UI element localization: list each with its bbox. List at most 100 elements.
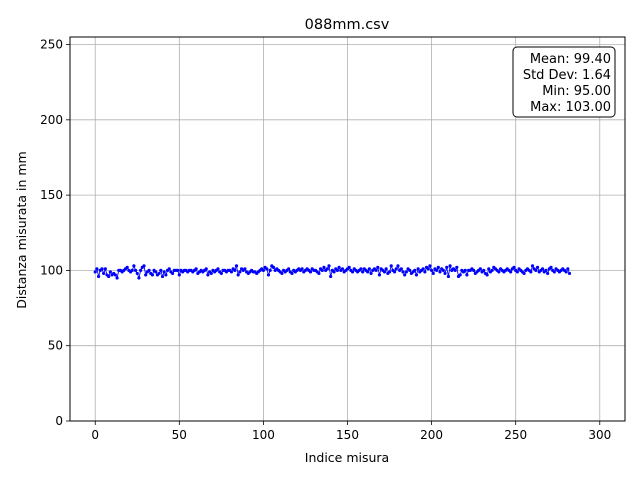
data-point xyxy=(549,265,553,269)
x-tick-label: 100 xyxy=(252,428,275,442)
data-point xyxy=(243,267,247,271)
data-point xyxy=(347,265,351,269)
data-point xyxy=(453,268,457,273)
data-point xyxy=(429,268,434,273)
data-point xyxy=(392,270,397,274)
data-point xyxy=(458,273,462,277)
data-point xyxy=(322,265,326,269)
data-series xyxy=(93,264,572,280)
data-point xyxy=(139,268,143,273)
data-point xyxy=(261,268,266,273)
data-point xyxy=(95,267,99,271)
x-tick-label: 50 xyxy=(172,428,187,442)
data-point xyxy=(107,274,111,279)
data-point xyxy=(308,270,313,274)
data-point xyxy=(485,273,489,277)
data-point xyxy=(443,271,447,276)
data-point xyxy=(229,270,234,274)
y-tick-label: 200 xyxy=(40,113,63,127)
data-point xyxy=(399,267,403,271)
data-point xyxy=(125,265,129,269)
data-point xyxy=(132,264,136,268)
data-point xyxy=(234,264,239,268)
data-point xyxy=(108,270,112,274)
data-point xyxy=(567,271,572,276)
data-point xyxy=(387,270,392,274)
data-point xyxy=(455,265,459,269)
data-point xyxy=(361,270,365,274)
data-point xyxy=(113,273,118,277)
data-point xyxy=(396,264,400,268)
stats-mean: Mean: 99.40 xyxy=(530,52,611,67)
data-point xyxy=(377,273,382,277)
data-point xyxy=(389,264,393,268)
data-point xyxy=(164,273,168,277)
data-point xyxy=(540,267,545,271)
data-point xyxy=(566,267,570,271)
data-point xyxy=(428,264,432,268)
stats-box-frame xyxy=(512,46,616,118)
data-point xyxy=(530,264,535,268)
data-point xyxy=(287,267,291,271)
data-point xyxy=(487,267,491,271)
y-tick-label: 150 xyxy=(40,188,63,202)
data-point xyxy=(216,267,220,271)
data-point xyxy=(401,270,405,274)
data-point xyxy=(130,268,134,273)
data-point xyxy=(93,270,97,274)
data-point xyxy=(150,273,155,277)
data-point xyxy=(325,267,329,271)
data-point xyxy=(157,271,161,276)
data-point xyxy=(426,267,430,271)
data-point xyxy=(445,265,449,269)
data-point xyxy=(366,270,370,274)
data-point xyxy=(135,271,139,276)
data-point xyxy=(209,271,213,276)
data-point xyxy=(423,270,427,274)
data-point xyxy=(233,268,237,273)
data-point xyxy=(413,268,417,273)
data-point xyxy=(147,268,151,273)
data-point xyxy=(436,265,440,269)
data-point xyxy=(435,268,439,273)
data-point xyxy=(280,271,284,276)
x-tick-label: 150 xyxy=(336,428,359,442)
data-point xyxy=(482,268,486,273)
y-tick-label: 250 xyxy=(40,38,63,52)
y-tick-label: 100 xyxy=(40,263,63,277)
data-point xyxy=(162,270,166,274)
data-point xyxy=(465,273,469,277)
data-point xyxy=(167,267,171,271)
data-point xyxy=(522,271,526,276)
data-point xyxy=(534,268,538,273)
data-point xyxy=(382,270,387,274)
x-tick-label: 250 xyxy=(504,428,527,442)
data-point xyxy=(177,273,181,277)
data-point xyxy=(535,265,540,269)
data-point xyxy=(144,273,148,277)
x-tick-label: 0 xyxy=(91,428,99,442)
data-point xyxy=(463,268,467,273)
x-axis-label: Indice misura xyxy=(305,450,389,465)
data-point xyxy=(96,274,101,279)
data-point xyxy=(515,270,519,274)
data-point xyxy=(546,271,550,276)
data-point xyxy=(137,276,141,280)
data-point xyxy=(268,268,272,273)
data-point xyxy=(271,265,276,269)
data-point xyxy=(404,270,408,274)
data-point xyxy=(478,267,482,271)
data-point xyxy=(512,265,516,269)
data-point xyxy=(317,271,321,276)
data-point xyxy=(359,267,363,271)
data-point xyxy=(204,267,208,271)
data-point xyxy=(490,268,494,273)
data-point xyxy=(564,270,568,274)
data-point xyxy=(329,274,333,279)
x-tick-label: 200 xyxy=(420,428,443,442)
data-point xyxy=(552,270,556,274)
data-point xyxy=(320,268,324,273)
axis-ticks: 0 50 100 150 200 250 300 0 50 100 150 200 250 xyxy=(40,38,611,442)
data-point xyxy=(266,273,271,277)
